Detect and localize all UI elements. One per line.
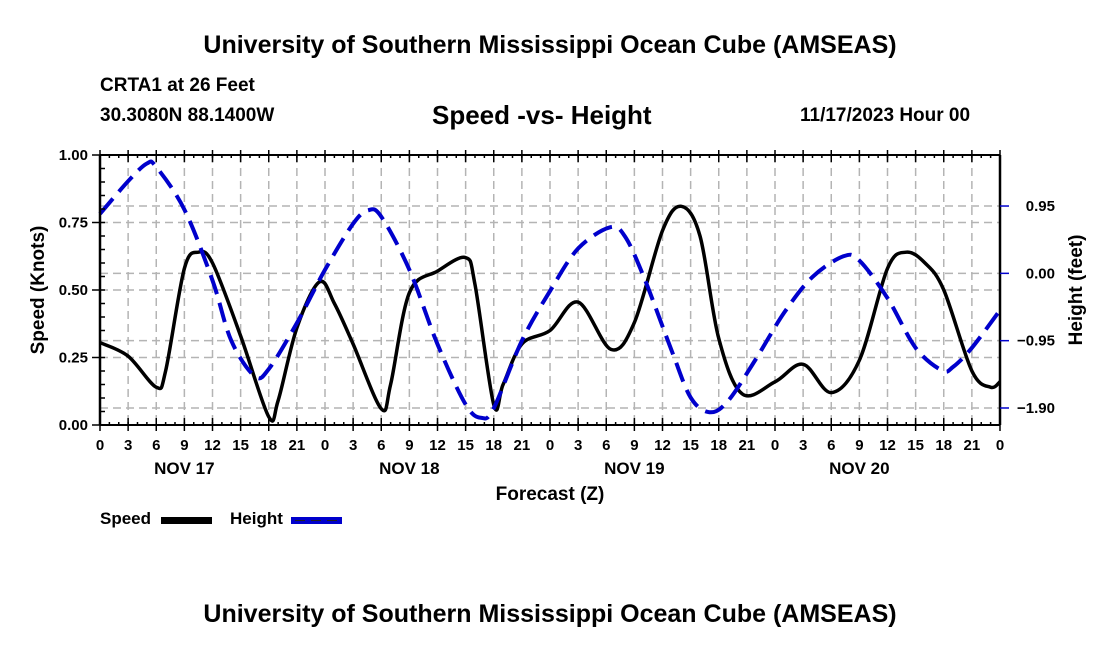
y2-axis-label: Height (feet) [1066, 235, 1087, 346]
legend-height-label: Height [230, 509, 283, 528]
series-line-height [98, 159, 1002, 421]
chart-title: University of Southern Mississippi Ocean… [203, 31, 897, 59]
x-tick-label: 9 [180, 437, 188, 454]
legend-height-swatch [291, 517, 342, 524]
day-label: NOV 20 [829, 459, 889, 478]
y-axis-label: Speed (Knots) [28, 226, 49, 355]
x-tick-label: 12 [654, 437, 671, 454]
legend-speed-swatch [161, 517, 212, 524]
x-tick-label: 0 [96, 437, 104, 454]
chart-subtitle: Speed -vs- Height [432, 100, 652, 130]
x-tick-label: 21 [739, 437, 756, 454]
x-tick-label: 12 [429, 437, 446, 454]
x-tick-label: 12 [204, 437, 221, 454]
x-tick-label: 21 [514, 437, 531, 454]
forecast-datetime: 11/17/2023 Hour 00 [800, 105, 971, 126]
x-tick-label: 12 [879, 437, 896, 454]
axes: 0 3 6 9 12 15 18 21 0 3 6 9 12 15 18 21 0 3 6 9 12 15 18 21 0 3 6 9… [59, 147, 1055, 478]
x-tick-label: 15 [232, 437, 249, 454]
x-tick-label: 0 [996, 437, 1004, 454]
x-axis-label: Forecast (Z) [496, 484, 605, 505]
y2-tick-label: −0.95 [1017, 333, 1055, 350]
coordinates-label: 30.3080N 88.1400W [100, 105, 275, 126]
x-tick-label: 18 [710, 437, 727, 454]
y2-tick-label: −1.90 [1017, 400, 1055, 417]
x-tick-label: 3 [349, 437, 357, 454]
y2-tick-label: 0.95 [1026, 198, 1055, 215]
y-tick-label: 0.25 [59, 350, 88, 367]
grid [100, 155, 1000, 425]
x-tick-label: 0 [321, 437, 329, 454]
x-tick-label: 3 [574, 437, 582, 454]
legend-speed-label: Speed [100, 509, 152, 528]
x-tick-label: 0 [546, 437, 554, 454]
x-tick-label: 18 [485, 437, 502, 454]
x-tick-label: 15 [457, 437, 474, 454]
x-tick-label: 18 [260, 437, 277, 454]
x-tick-label: 6 [377, 437, 385, 454]
x-tick-label: 15 [907, 437, 924, 454]
legend-dash [295, 520, 305, 521]
y-tick-label: 0.50 [59, 282, 88, 299]
station-label: CRTA1 at 26 Feet [100, 75, 255, 96]
legend-dash [327, 520, 337, 521]
day-label: NOV 19 [604, 459, 664, 478]
y2-tick-label: 0.00 [1026, 265, 1055, 282]
footer-title: University of Southern Mississippi Ocean… [203, 600, 897, 628]
y-tick-label: 0.75 [59, 215, 88, 232]
x-tick-label: 21 [289, 437, 306, 454]
x-tick-label: 3 [124, 437, 132, 454]
x-tick-label: 9 [855, 437, 863, 454]
x-tick-label: 3 [799, 437, 807, 454]
y-tick-label: 0.00 [59, 417, 88, 434]
day-label: NOV 18 [379, 459, 439, 478]
series-group [98, 159, 1002, 423]
legend-dash [311, 520, 321, 521]
axis-labels: Forecast (Z) Speed (Knots) Height (feet) [28, 226, 1087, 505]
x-tick-label: 21 [964, 437, 981, 454]
x-tick-label: 6 [152, 437, 160, 454]
x-tick-label: 6 [827, 437, 835, 454]
x-tick-label: 6 [602, 437, 610, 454]
x-tick-label: 15 [682, 437, 699, 454]
x-tick-label: 18 [935, 437, 952, 454]
y-tick-label: 1.00 [59, 147, 88, 164]
x-tick-label: 0 [771, 437, 779, 454]
day-label: NOV 17 [154, 459, 214, 478]
x-tick-label: 9 [405, 437, 413, 454]
x-tick-label: 9 [630, 437, 638, 454]
